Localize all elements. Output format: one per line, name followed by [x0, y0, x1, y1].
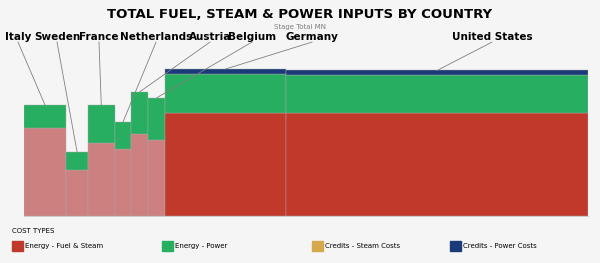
- Bar: [115, 149, 131, 216]
- Bar: [166, 69, 286, 74]
- Bar: [115, 122, 131, 149]
- Bar: [24, 105, 66, 128]
- Bar: [131, 134, 148, 216]
- Bar: [148, 140, 166, 216]
- Bar: [66, 170, 88, 216]
- Text: United States: United States: [452, 32, 532, 42]
- Text: Austria: Austria: [189, 32, 231, 42]
- Bar: [286, 113, 588, 216]
- Text: France: France: [79, 32, 119, 42]
- Bar: [24, 128, 66, 216]
- Bar: [88, 105, 115, 143]
- Text: Belgium: Belgium: [228, 32, 276, 42]
- Text: Italy: Italy: [5, 32, 31, 42]
- Text: COST TYPES: COST TYPES: [12, 228, 55, 234]
- Text: Credits - Steam Costs: Credits - Steam Costs: [325, 243, 400, 249]
- Bar: [131, 92, 148, 134]
- Bar: [88, 143, 115, 216]
- Text: Sweden: Sweden: [34, 32, 80, 42]
- Bar: [286, 75, 588, 113]
- Bar: [286, 70, 588, 75]
- Text: TOTAL FUEL, STEAM & POWER INPUTS BY COUNTRY: TOTAL FUEL, STEAM & POWER INPUTS BY COUN…: [107, 8, 493, 21]
- Text: Credits - Power Costs: Credits - Power Costs: [463, 243, 537, 249]
- Bar: [148, 98, 166, 140]
- Text: Stage Total MN: Stage Total MN: [274, 24, 326, 30]
- Bar: [166, 113, 286, 216]
- Text: Germany: Germany: [286, 32, 338, 42]
- Text: Energy - Power: Energy - Power: [175, 243, 227, 249]
- Text: Netherlands: Netherlands: [120, 32, 192, 42]
- Text: Energy - Fuel & Steam: Energy - Fuel & Steam: [25, 243, 103, 249]
- Bar: [66, 152, 88, 170]
- Bar: [166, 74, 286, 113]
